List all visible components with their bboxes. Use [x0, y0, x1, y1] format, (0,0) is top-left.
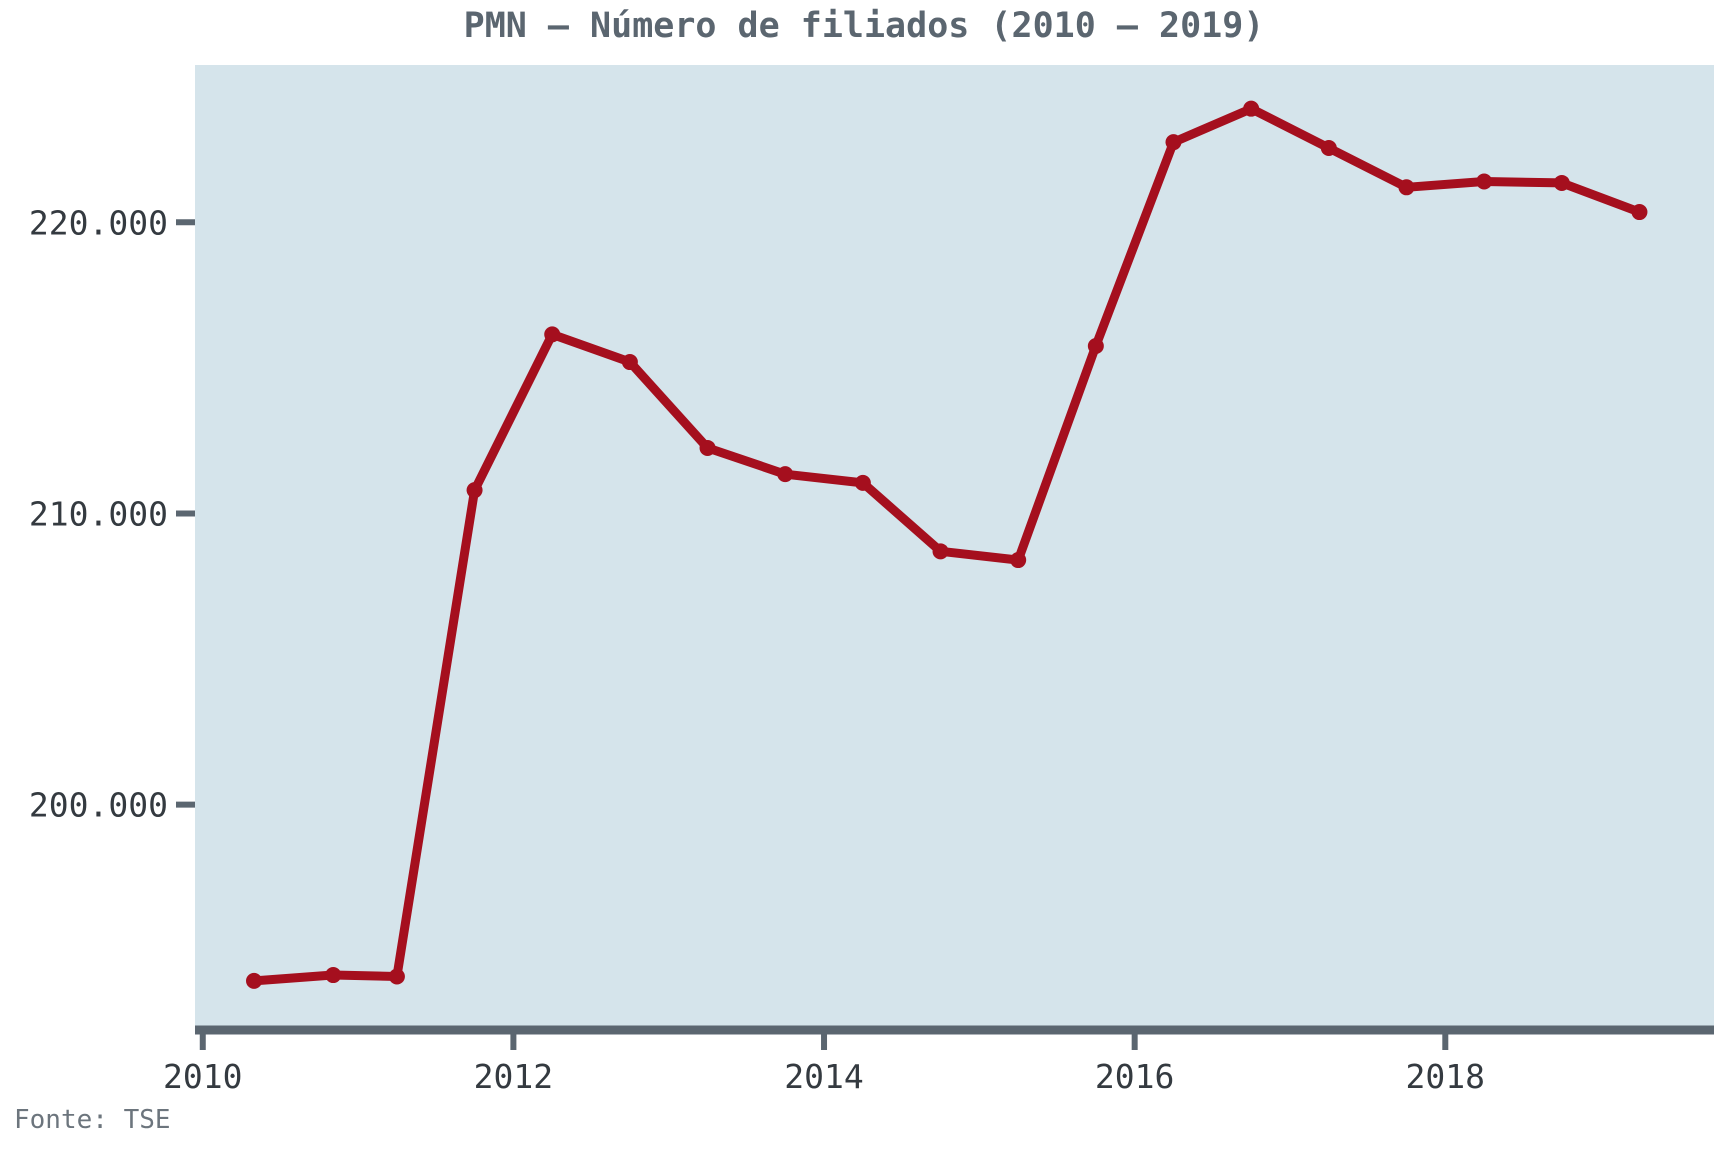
x-tick-label: 2016 [1095, 1057, 1174, 1096]
data-point [854, 474, 871, 491]
y-tick-label: 200.000 [29, 786, 168, 825]
data-point [1398, 179, 1415, 196]
data-point [1320, 139, 1337, 156]
data-point [388, 968, 405, 985]
x-tick-label: 2014 [784, 1057, 863, 1096]
data-point [777, 466, 794, 483]
data-point [1010, 552, 1027, 569]
chart-title: PMN – Número de filiados (2010 – 2019) [463, 6, 1265, 46]
data-point [1553, 174, 1570, 191]
data-point [325, 967, 342, 984]
x-tick-label: 2012 [474, 1057, 553, 1096]
y-tick-label: 220.000 [29, 203, 168, 242]
y-tick-label: 210.000 [29, 494, 168, 533]
data-point [1087, 338, 1104, 355]
data-point [1165, 134, 1182, 151]
data-point [466, 482, 483, 499]
data-point [1476, 173, 1493, 190]
data-point [1631, 204, 1648, 221]
x-tick-label: 2018 [1406, 1057, 1485, 1096]
series-layer [246, 100, 1648, 989]
x-tick-label: 2010 [163, 1057, 242, 1096]
plot-area [195, 65, 1714, 1026]
data-point [1243, 100, 1260, 117]
data-point [246, 972, 263, 989]
data-point [544, 326, 561, 343]
data-point [621, 354, 638, 371]
data-point [699, 439, 716, 456]
axes: 2010 2012 2014 2016 2018 200.000 210.000 220.00… [29, 203, 1714, 1096]
data-point [932, 543, 949, 560]
source-note: Fonte: TSE [14, 1105, 171, 1135]
